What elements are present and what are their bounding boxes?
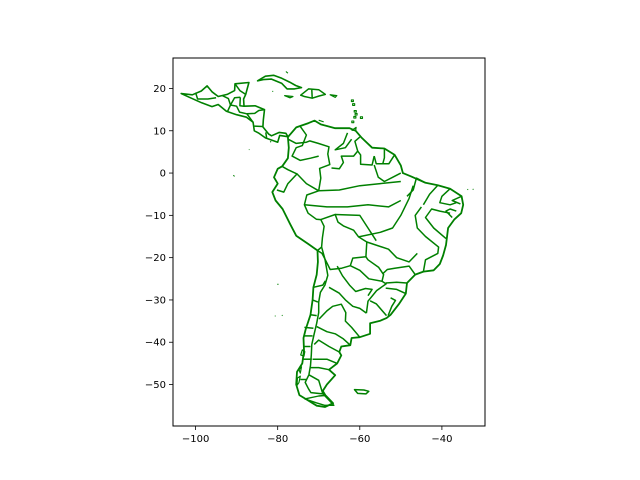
admin-boundary xyxy=(304,199,402,208)
x-tick-label: −100 xyxy=(182,434,209,445)
island-outline xyxy=(351,120,355,124)
admin-boundary xyxy=(445,208,457,219)
admin-boundary xyxy=(282,138,331,192)
bahamas-outline xyxy=(285,71,289,74)
island-outline xyxy=(354,112,358,116)
central-america-outline xyxy=(180,81,289,143)
falklands-outline xyxy=(353,388,370,395)
admin-boundary xyxy=(385,287,407,295)
admin-boundary xyxy=(304,258,329,396)
x-tick-label: −40 xyxy=(431,434,452,445)
admin-boundary xyxy=(358,185,414,238)
admin-boundary xyxy=(414,206,440,272)
coiba-island xyxy=(269,140,272,143)
admin-boundary xyxy=(229,96,241,106)
jamaica-outline xyxy=(284,94,294,99)
island-outline xyxy=(350,99,354,103)
admin-boundary xyxy=(310,366,330,371)
y-tick-label: −40 xyxy=(145,338,166,349)
x-tick-label: −60 xyxy=(349,434,370,445)
admin-boundary xyxy=(373,164,402,183)
admin-boundary xyxy=(221,94,232,106)
admin-boundary xyxy=(246,108,265,115)
y-tick-label: −50 xyxy=(145,380,166,391)
y-tick-label: −20 xyxy=(145,253,166,264)
cuba-outline xyxy=(256,74,303,90)
admin-boundary xyxy=(320,213,368,271)
island-outline xyxy=(352,103,356,106)
hispaniola-outline xyxy=(299,88,327,99)
patagonia-island-1 xyxy=(296,375,301,386)
admin-boundary xyxy=(422,184,439,206)
admin-boundary xyxy=(366,241,418,263)
admin-boundary xyxy=(406,177,426,197)
x-tick-label: −80 xyxy=(267,434,288,445)
admin-boundary xyxy=(303,190,325,252)
admin-boundary xyxy=(451,195,462,205)
y-tick-label: 0 xyxy=(160,169,166,180)
chiloe-outline xyxy=(300,349,306,357)
admin-boundary xyxy=(304,326,314,330)
admin-boundary xyxy=(334,132,353,151)
admin-boundary xyxy=(424,208,451,240)
map-boundaries xyxy=(180,71,474,408)
admin-boundary xyxy=(310,314,317,317)
island-outline xyxy=(353,115,357,119)
admin-boundary xyxy=(291,126,319,162)
island-outline xyxy=(359,116,364,120)
admin-boundary xyxy=(234,83,247,96)
admin-boundary xyxy=(276,172,298,193)
y-tick-label: −10 xyxy=(145,211,166,222)
admin-boundary xyxy=(318,303,361,338)
admin-boundary xyxy=(312,358,338,365)
y-tick-label: 20 xyxy=(153,84,166,95)
admin-boundary xyxy=(336,265,373,297)
admin-boundary xyxy=(381,265,416,276)
admin-boundary xyxy=(357,150,375,166)
admin-boundary xyxy=(194,92,217,100)
axes-frame xyxy=(172,57,486,427)
abc-islands xyxy=(318,119,324,123)
galapagos-island xyxy=(232,174,235,177)
admin-boundary xyxy=(308,374,324,395)
admin-boundary xyxy=(349,256,385,283)
admin-boundary xyxy=(318,180,401,192)
admin-boundary xyxy=(316,325,351,346)
y-axis: −50 −40 −30 −20 −10 0 10 20 xyxy=(145,84,173,391)
admin-boundary xyxy=(239,97,245,107)
patagonia-island-2 xyxy=(298,366,303,374)
admin-boundary xyxy=(313,280,326,289)
x-axis: −100 −80 −60 −40 xyxy=(182,426,452,445)
admin-boundary xyxy=(317,249,326,260)
admin-boundary xyxy=(385,281,407,284)
admin-boundary xyxy=(439,188,457,206)
admin-boundary xyxy=(312,299,319,303)
admin-boundary xyxy=(331,136,361,170)
island-outline xyxy=(353,109,357,113)
admin-boundary xyxy=(226,104,254,123)
admin-boundary xyxy=(387,297,397,316)
admin-boundary xyxy=(328,286,367,314)
admin-boundary xyxy=(369,300,388,317)
admin-boundary xyxy=(365,280,387,314)
admin-boundary xyxy=(265,132,268,139)
puerto-rico-outline xyxy=(329,94,338,98)
y-tick-label: −30 xyxy=(145,295,166,306)
admin-boundary xyxy=(382,154,395,165)
y-tick-label: 10 xyxy=(153,126,166,137)
trinidad-outline xyxy=(351,126,357,131)
admin-boundary xyxy=(313,339,340,353)
